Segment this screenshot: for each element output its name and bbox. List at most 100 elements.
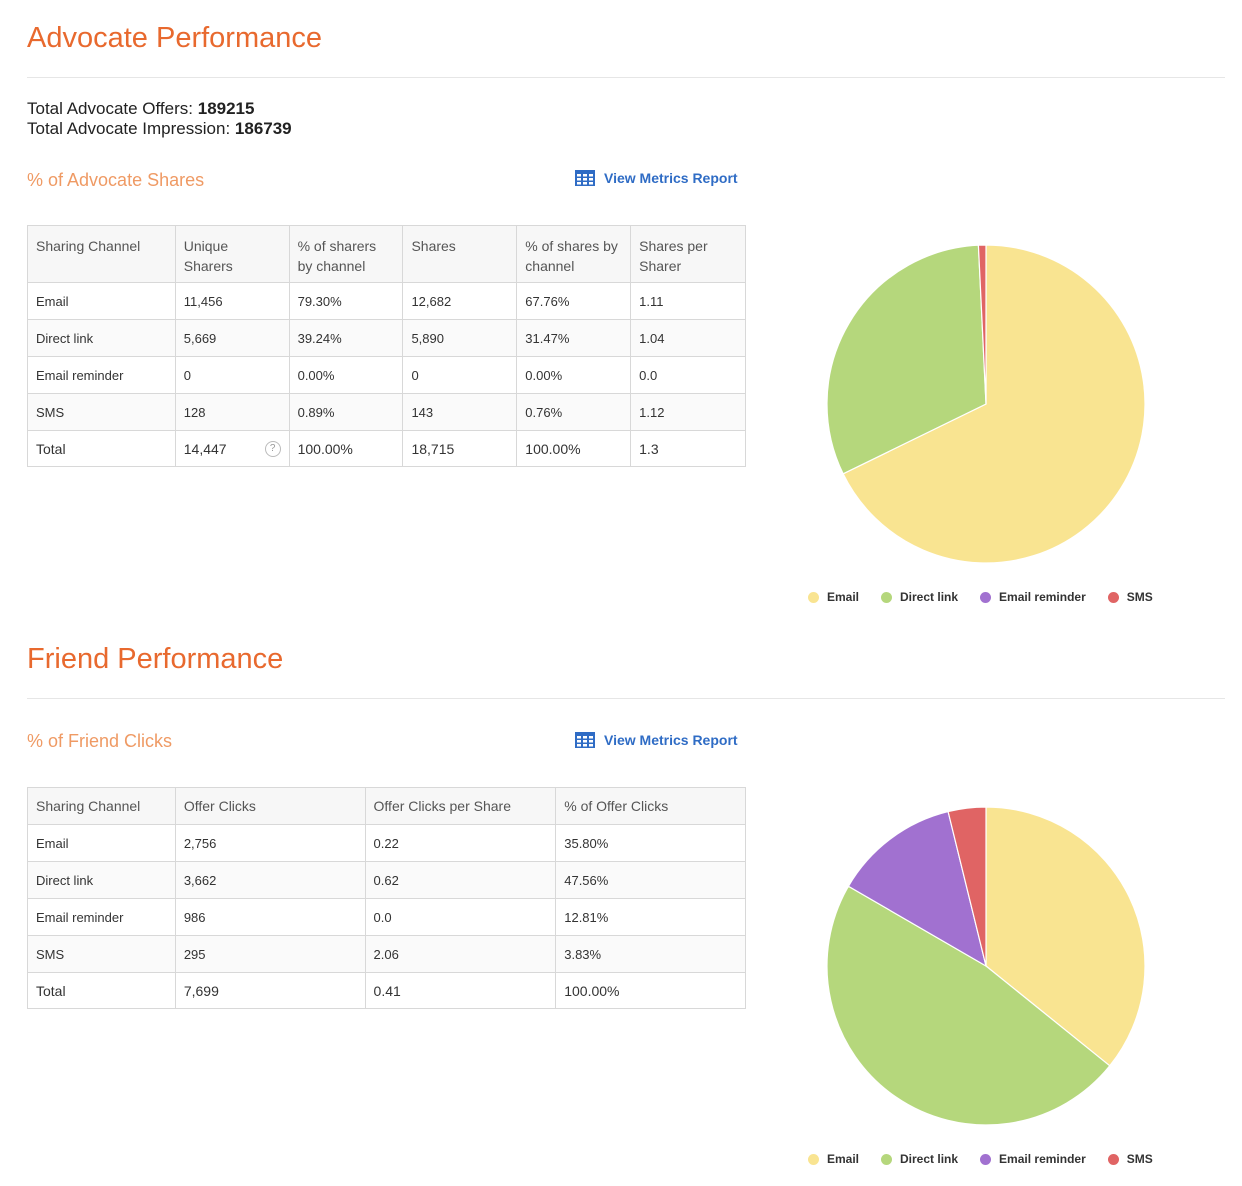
table-header-row: Sharing Channel Unique Sharers % of shar…: [27, 225, 746, 283]
column-header: Shares: [402, 225, 518, 283]
legend-item-direct-link[interactable]: Direct link: [881, 1152, 958, 1166]
offers-value: 189215: [197, 99, 255, 118]
table-cell: 5,669: [174, 319, 290, 357]
pie-slice-email[interactable]: [985, 806, 1146, 1067]
pie-slice-direct-link[interactable]: [826, 885, 1111, 1126]
table-cell: 11,456: [174, 282, 290, 320]
table-grid-icon: [575, 170, 595, 186]
impression-value: 186739: [234, 119, 292, 138]
legend-label: Email reminder: [999, 1152, 1086, 1166]
table-cell: Direct link: [27, 319, 176, 357]
pie-slice-email[interactable]: [842, 244, 1146, 564]
table-cell: 1.12: [630, 393, 746, 431]
table-cell: 35.80%: [555, 824, 746, 862]
legend-item-direct-link[interactable]: Direct link: [881, 590, 958, 604]
table-row: Email 11,456 79.30% 12,682 67.76% 1.11: [27, 282, 746, 320]
pie-slice-sms[interactable]: [947, 806, 987, 967]
legend-item-sms[interactable]: SMS: [1107, 590, 1153, 604]
legend-label: SMS: [1126, 1152, 1153, 1166]
pie-slice-email-reminder[interactable]: [847, 810, 987, 968]
table-cell: 14,447 ?: [174, 430, 290, 467]
table-cell: 2,756: [174, 824, 366, 862]
table-row: Direct link 5,669 39.24% 5,890 31.47% 1.…: [27, 319, 746, 357]
advocate-totals: Total Advocate Offers: 189215 Total Advo…: [27, 99, 292, 139]
friend-clicks-title: % of Friend Clicks: [27, 731, 173, 751]
table-cell: Total: [27, 430, 176, 467]
table-cell: 986: [174, 898, 366, 936]
table-cell: 0.76%: [516, 393, 632, 431]
column-header: Offer Clicks: [174, 787, 366, 825]
table-cell-value: 14,447: [183, 440, 227, 457]
column-header: % of Offer Clicks: [555, 787, 746, 825]
table-cell: 79.30%: [288, 282, 404, 320]
legend-dot: [881, 1153, 893, 1165]
advocate-shares-pie-chart: [826, 244, 1146, 564]
view-metrics-report-link[interactable]: View Metrics Report: [575, 732, 738, 748]
legend-dot: [980, 1153, 992, 1165]
table-row: SMS 128 0.89% 143 0.76% 1.12: [27, 393, 746, 431]
column-header: Sharing Channel: [27, 225, 176, 283]
legend-dot: [808, 1153, 819, 1165]
table-cell: 5,890: [402, 319, 518, 357]
legend-item-sms[interactable]: SMS: [1107, 1152, 1153, 1166]
table-total-row: Total 14,447 ? 100.00% 18,715 100.00% 1.…: [27, 430, 746, 467]
table-cell: 2.06: [364, 935, 557, 973]
table-cell: 47.56%: [555, 861, 746, 899]
pie-slice-sms[interactable]: [977, 244, 987, 405]
friend-clicks-table: Sharing Channel Offer Clicks Offer Click…: [27, 787, 746, 1009]
table-header-row: Sharing Channel Offer Clicks Offer Click…: [27, 787, 746, 825]
table-cell: Email: [27, 282, 176, 320]
table-cell: 31.47%: [516, 319, 632, 357]
table-cell: Total: [27, 972, 176, 1009]
advocate-shares-title: % of Advocate Shares: [27, 170, 205, 190]
table-cell: 128: [174, 393, 290, 431]
view-metrics-report-label: View Metrics Report: [604, 170, 738, 186]
legend-dot: [808, 591, 819, 603]
legend-item-email[interactable]: Email: [808, 1152, 859, 1166]
view-metrics-report-link[interactable]: View Metrics Report: [575, 170, 738, 186]
table-cell: 1.3: [630, 430, 746, 467]
advocate-performance-title: Advocate Performance: [27, 22, 322, 54]
friend-clicks-pie-chart: [826, 806, 1146, 1126]
table-cell: Email reminder: [27, 356, 176, 394]
column-header: % of shares by channel: [516, 225, 632, 283]
legend-dot: [980, 591, 992, 603]
table-cell: SMS: [27, 935, 176, 973]
table-grid-icon: [575, 732, 595, 748]
divider: [27, 77, 1225, 78]
pie-slice-direct-link[interactable]: [826, 244, 987, 475]
legend-label: Email: [827, 1152, 860, 1166]
column-header: Shares per Sharer: [630, 225, 746, 283]
legend-item-email-reminder[interactable]: Email reminder: [980, 590, 1086, 604]
table-cell: 0.41: [364, 972, 557, 1009]
view-metrics-report-label: View Metrics Report: [604, 732, 738, 748]
friend-performance-title: Friend Performance: [27, 643, 284, 675]
table-row: Direct link 3,662 0.62 47.56%: [27, 861, 746, 899]
legend-item-email[interactable]: Email: [808, 590, 859, 604]
advocate-shares-table: Sharing Channel Unique Sharers % of shar…: [27, 225, 746, 467]
table-row: SMS 295 2.06 3.83%: [27, 935, 746, 973]
column-header: Sharing Channel: [27, 787, 176, 825]
table-row: Email reminder 0 0.00% 0 0.00% 0.0: [27, 356, 746, 394]
table-cell: 0.00%: [288, 356, 404, 394]
legend-label: Email reminder: [999, 590, 1086, 604]
table-cell: 0.00%: [516, 356, 632, 394]
table-cell: 0: [174, 356, 290, 394]
table-total-row: Total 7,699 0.41 100.00%: [27, 972, 746, 1009]
table-cell: 18,715: [402, 430, 518, 467]
friend-chart-legend: Email Direct link Email reminder SMS: [808, 1152, 1175, 1166]
table-cell: 12,682: [402, 282, 518, 320]
table-cell: SMS: [27, 393, 176, 431]
offers-label: Total Advocate Offers:: [27, 99, 193, 118]
table-cell: 3.83%: [555, 935, 746, 973]
table-cell: 100.00%: [288, 430, 404, 467]
question-circle-icon[interactable]: ?: [264, 440, 281, 457]
table-cell: 67.76%: [516, 282, 632, 320]
legend-item-email-reminder[interactable]: Email reminder: [980, 1152, 1086, 1166]
table-cell: 100.00%: [555, 972, 746, 1009]
column-header: Offer Clicks per Share: [364, 787, 557, 825]
table-cell: 0.0: [630, 356, 746, 394]
impression-label: Total Advocate Impression:: [27, 119, 231, 138]
legend-dot: [881, 591, 893, 603]
table-cell: 0.62: [364, 861, 557, 899]
